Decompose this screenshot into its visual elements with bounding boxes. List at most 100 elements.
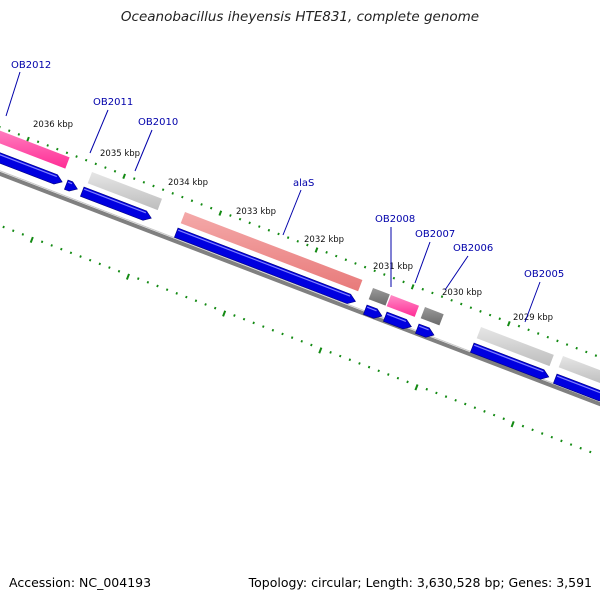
gene-label: OB2012 xyxy=(11,60,51,71)
gene-label-leader xyxy=(282,189,302,236)
outer-tick xyxy=(325,251,328,254)
inner-tick xyxy=(414,384,419,391)
inner-tick xyxy=(492,413,496,417)
outer-tick xyxy=(314,247,319,253)
outer-tick xyxy=(75,155,78,158)
inner-tick xyxy=(502,417,505,421)
inner-tick xyxy=(79,255,82,258)
outer-tick xyxy=(306,243,309,247)
inner-tick xyxy=(550,435,554,439)
inner-tick xyxy=(329,351,332,354)
outer-tick xyxy=(363,265,367,269)
cds-arrow-ob2011 xyxy=(64,179,78,192)
gene-label-leader xyxy=(5,71,21,117)
gene-label: OB2008 xyxy=(375,214,415,225)
outer-tick xyxy=(421,287,425,291)
inner-tick xyxy=(2,225,5,229)
gene-label-leader xyxy=(134,129,153,172)
inner-tick xyxy=(579,446,582,450)
accession-label: Accession: NC_004193 xyxy=(9,575,152,590)
inner-tick xyxy=(569,443,573,446)
inner-tick xyxy=(137,277,140,280)
inner-tick xyxy=(185,295,188,299)
scale-label: 2035 kbp xyxy=(100,149,140,159)
feature-alas xyxy=(180,212,363,292)
gene-label: alaS xyxy=(293,178,314,189)
outer-tick xyxy=(354,262,357,265)
inner-tick xyxy=(387,373,390,376)
inner-tick xyxy=(242,317,246,321)
inner-tick xyxy=(11,229,15,233)
outer-tick xyxy=(113,169,117,173)
scale-label: 2029 kbp xyxy=(513,313,553,323)
cds-track xyxy=(0,152,600,402)
inner-tick xyxy=(271,328,275,332)
feature-next xyxy=(558,356,600,384)
outer-tick xyxy=(507,321,511,327)
inner-tick xyxy=(262,325,265,328)
outer-tick xyxy=(469,306,473,310)
outer-tick xyxy=(161,188,165,192)
inner-tick xyxy=(69,251,73,255)
inner-tick xyxy=(117,269,121,273)
outer-tick xyxy=(56,147,59,151)
outer-tick xyxy=(440,295,444,298)
inner-tick xyxy=(125,273,130,280)
gene-label-leader xyxy=(524,281,541,323)
inner-tick xyxy=(531,428,534,432)
outer-tick xyxy=(142,180,146,184)
outer-tick xyxy=(498,317,501,321)
outer-tick xyxy=(46,144,49,147)
feature-ob2012 xyxy=(0,130,70,169)
cds-arrow-next xyxy=(553,373,600,402)
outer-tick xyxy=(152,184,155,188)
feature-ob2005 xyxy=(476,327,554,367)
outer-tick xyxy=(181,195,184,199)
outer-tick xyxy=(594,354,598,357)
inner-tick xyxy=(358,362,361,365)
inner-tick xyxy=(300,339,303,343)
outer-tick xyxy=(565,343,569,346)
inner-tick xyxy=(50,244,53,247)
map-title: Oceanobacillus iheyensis HTE831, complet… xyxy=(120,9,480,25)
inner-tick xyxy=(29,236,34,244)
inner-tick xyxy=(165,288,169,292)
inner-tick xyxy=(310,343,313,347)
gene-label-leader xyxy=(444,255,469,291)
outer-tick xyxy=(402,280,405,284)
inner-tick xyxy=(222,310,227,317)
inner-tick xyxy=(589,450,592,454)
inner-tick xyxy=(348,358,352,362)
outer-tick xyxy=(26,136,30,143)
outer-tick xyxy=(229,214,232,217)
scale-label: 2031 kbp xyxy=(373,262,413,272)
scale-label: 2036 kbp xyxy=(33,120,73,130)
outer-tick xyxy=(410,284,415,290)
outer-tick xyxy=(190,199,194,203)
inner-tick xyxy=(540,432,544,435)
inner-tick xyxy=(60,247,63,251)
outer-tick xyxy=(7,129,11,133)
scale-label: 2030 kbp xyxy=(442,288,482,298)
outer-tick xyxy=(122,173,126,179)
cds-arrow-highlight xyxy=(68,181,73,185)
gene-label: OB2010 xyxy=(138,117,178,128)
inner-tick xyxy=(146,280,150,284)
scale-label: 2034 kbp xyxy=(168,178,208,188)
outer-tick xyxy=(536,332,540,335)
cds-arrow-alas xyxy=(174,227,356,304)
cds-arrow-highlight xyxy=(557,375,600,394)
scale-label: 2032 kbp xyxy=(304,235,344,245)
inner-tick xyxy=(233,314,236,317)
feature-ob2008 xyxy=(368,288,390,306)
backbone-track xyxy=(0,170,600,407)
outer-tick xyxy=(517,324,521,328)
outer-tick xyxy=(546,335,550,339)
outer-tick xyxy=(218,210,223,216)
cds-arrow-ob2008 xyxy=(363,304,383,319)
inner-tick xyxy=(338,354,342,358)
outer-tick xyxy=(344,258,348,262)
cds-arrow-ob2005 xyxy=(470,342,550,380)
inner-tick xyxy=(483,410,486,413)
outer-tick xyxy=(84,158,88,162)
